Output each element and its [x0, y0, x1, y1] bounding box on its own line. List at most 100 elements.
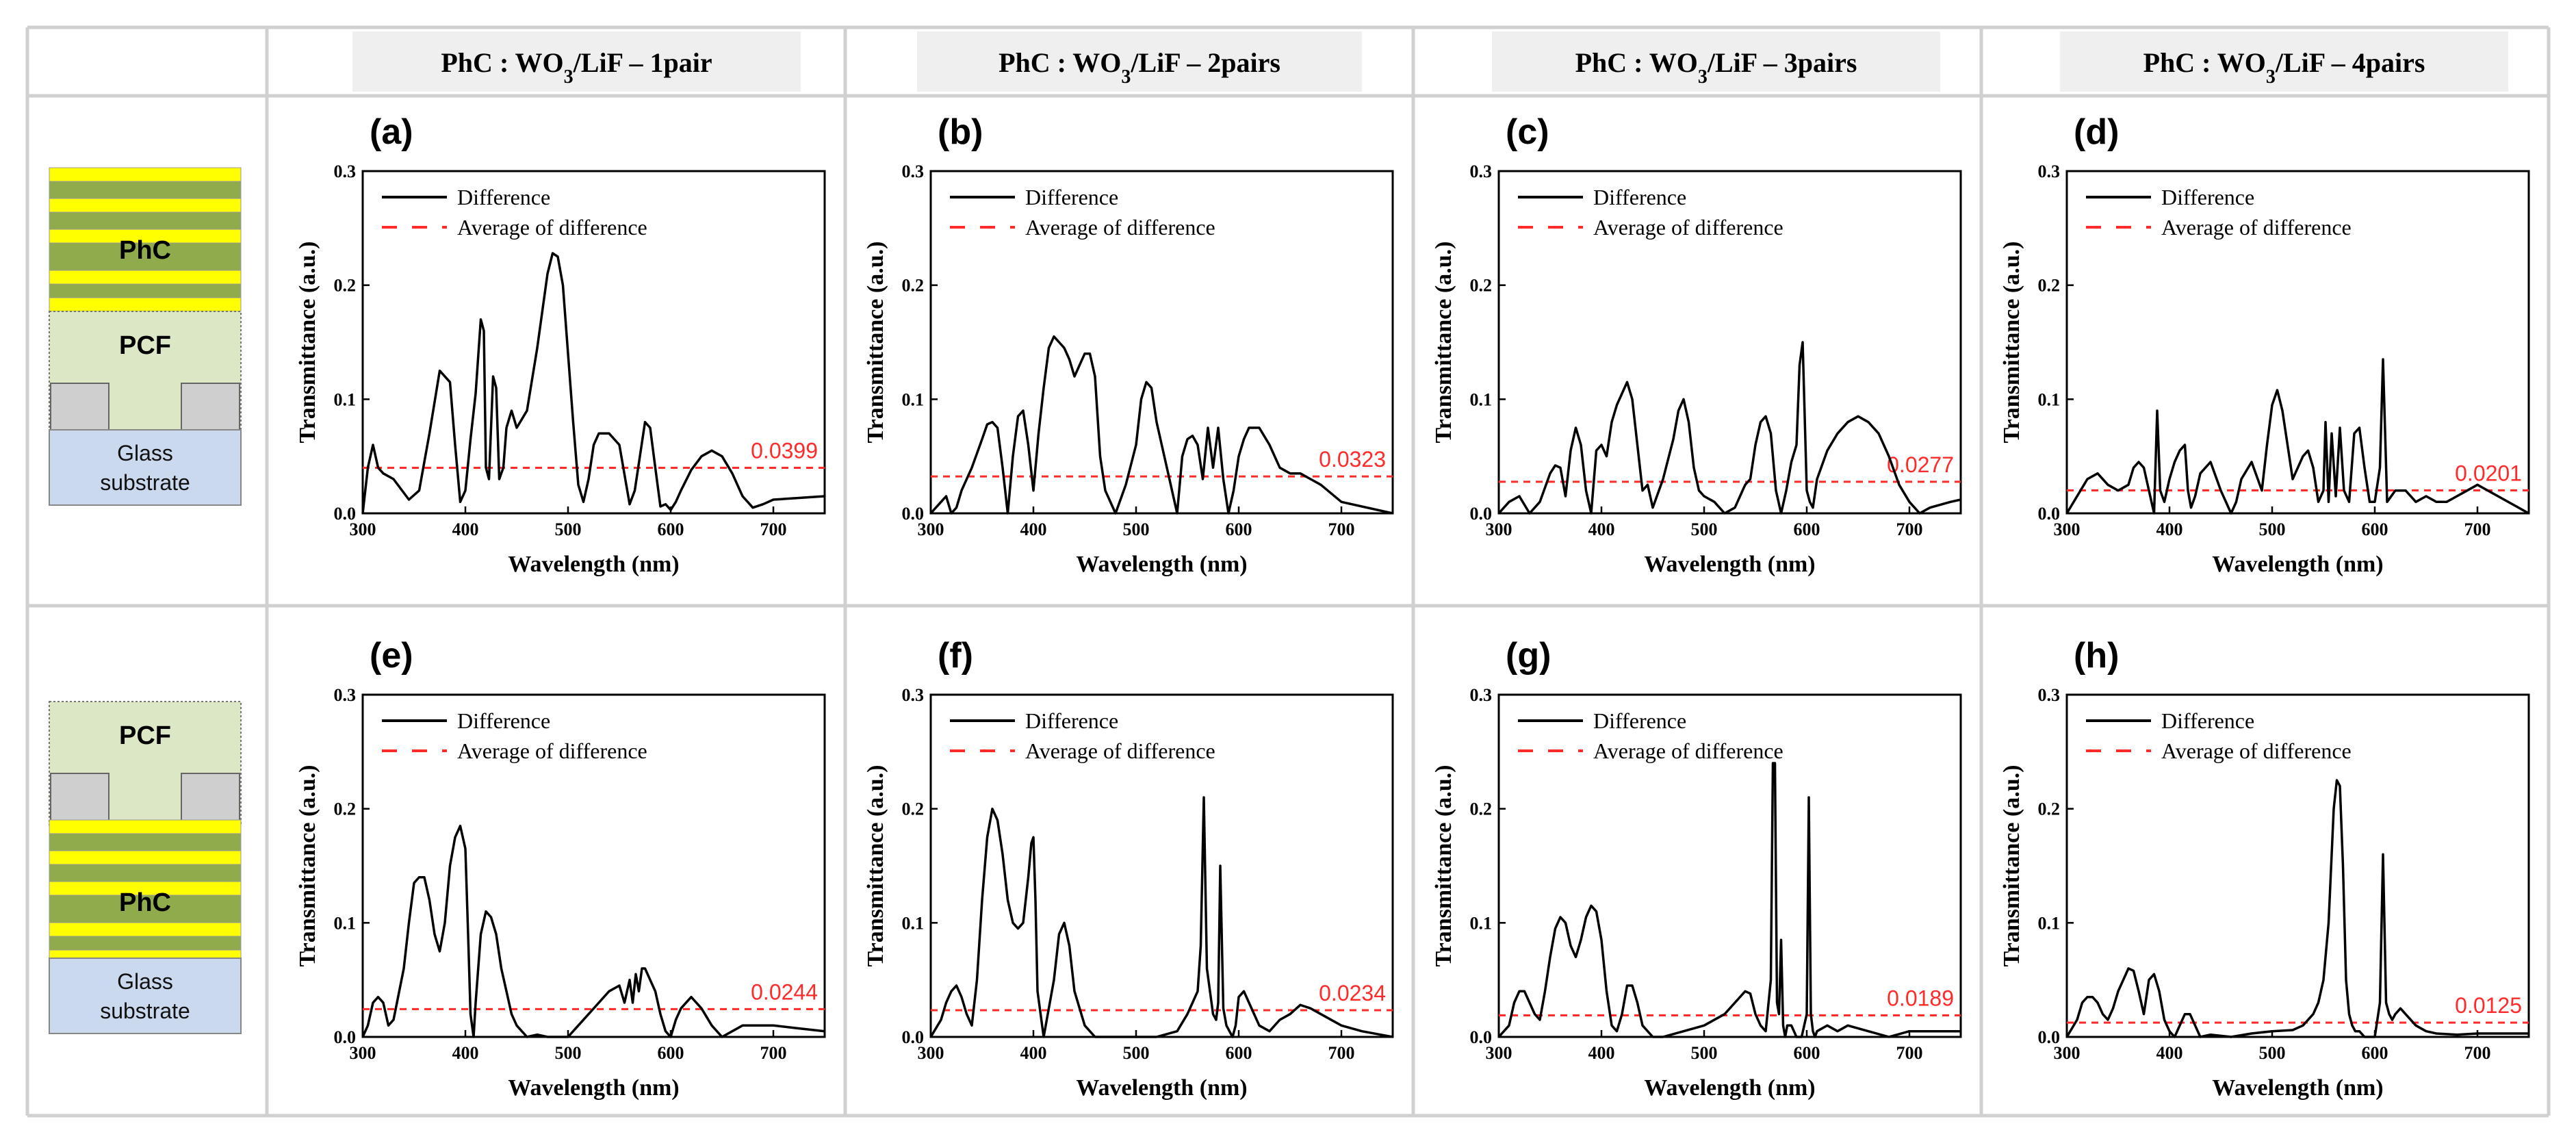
x-tick-label: 700 [1896, 1043, 1923, 1063]
phc-layer-green [49, 211, 242, 230]
chart-panel-3: (c) 300 400 500 600 700 0.0 0.1 0.2 0.3 Wavelength… [1431, 112, 1962, 577]
y-axis-label: Transmittance (a.u.) [863, 242, 888, 444]
x-tick-label: 700 [760, 1043, 787, 1063]
x-axis-label: Wavelength (nm) [508, 552, 679, 577]
phc-label: PhC [119, 236, 171, 265]
y-tick-label: 0.2 [902, 799, 925, 819]
x-tick-label: 400 [1020, 519, 1047, 539]
panel-label: (f) [938, 636, 973, 676]
y-tick-label: 0.2 [334, 799, 357, 819]
y-tick-label: 0.2 [1470, 799, 1493, 819]
phc-layer-green [49, 181, 242, 199]
legend-label-difference: Difference [1025, 185, 1118, 209]
difference-series-line [2065, 358, 2529, 515]
average-value-label: 0.0201 [2455, 461, 2522, 486]
x-tick-label: 300 [2054, 519, 2081, 539]
legend-label-difference: Difference [457, 708, 550, 733]
y-tick-label: 0.2 [2038, 276, 2061, 296]
y-tick-label: 0.0 [2038, 504, 2061, 524]
phc-layer-yellow [49, 850, 242, 865]
column-header-subscript: 3 [2266, 66, 2276, 88]
y-tick-label: 0.2 [334, 276, 357, 296]
column-header-prefix: PhC : WO [2143, 47, 2266, 78]
average-value-label: 0.0234 [1319, 981, 1386, 1005]
schematic-bottom: PCF PhC Glass substrate [49, 701, 242, 1034]
column-header-prefix: PhC : WO [1575, 47, 1698, 78]
column-header-subscript: 3 [1698, 66, 1708, 88]
y-axis-label: Transmittance (a.u.) [1999, 242, 2024, 444]
x-tick-label: 500 [555, 1043, 582, 1063]
x-tick-label: 600 [2362, 1043, 2388, 1063]
x-tick-label: 400 [1020, 1043, 1047, 1063]
plot-area-frame [1497, 170, 1962, 515]
y-tick-label: 0.0 [1470, 504, 1493, 524]
average-value-label: 0.0125 [2455, 993, 2522, 1018]
column-header-2: PhC : WO3/LiF – 2pairs [999, 47, 1280, 88]
phc-layer-green [49, 283, 242, 298]
legend-label-average: Average of difference [457, 215, 647, 240]
x-axis-label: Wavelength (nm) [2212, 1075, 2383, 1101]
y-tick-label: 0.0 [902, 1027, 925, 1047]
phc-layer-yellow [49, 922, 242, 937]
panel-label: (g) [1506, 636, 1551, 676]
x-tick-label: 700 [760, 519, 787, 539]
panel-label: (d) [2074, 112, 2119, 152]
average-value-label: 0.0277 [1887, 452, 1954, 477]
x-tick-label: 300 [1486, 519, 1512, 539]
y-tick-label: 0.3 [902, 685, 925, 705]
phc-layer-green [49, 895, 242, 923]
phc-label: PhC [119, 888, 171, 917]
schematic-top: PhC PCF Glass substrate [49, 167, 242, 506]
x-tick-label: 500 [1123, 519, 1150, 539]
average-value-label: 0.0399 [751, 439, 818, 463]
glass-label-line2: substrate [100, 470, 190, 495]
x-tick-label: 600 [1794, 1043, 1820, 1063]
legend-label-average: Average of difference [1025, 215, 1215, 240]
column-header-suffix: /LiF – 4pairs [2275, 47, 2425, 78]
phc-layer-yellow [49, 297, 242, 312]
x-axis-label: Wavelength (nm) [508, 1075, 679, 1101]
x-tick-label: 700 [1328, 519, 1355, 539]
phc-layer-green [49, 936, 242, 951]
panel-label: (b) [938, 112, 983, 152]
y-tick-label: 0.3 [2038, 162, 2061, 181]
chart-panel-8: (h) 300 400 500 600 700 0.0 0.1 0.2 0.3 Wavelength… [1999, 636, 2530, 1101]
glass-label-line2: substrate [100, 999, 190, 1023]
column-header-bg-4 [2060, 31, 2508, 92]
y-axis-label: Transmittance (a.u.) [295, 242, 320, 444]
y-axis-label: Transmittance (a.u.) [295, 765, 320, 967]
phc-layer-yellow [49, 270, 242, 285]
x-tick-label: 500 [2259, 519, 2286, 539]
legend-label-difference: Difference [2161, 708, 2254, 733]
y-tick-label: 0.0 [334, 1027, 357, 1047]
x-tick-label: 400 [452, 519, 479, 539]
average-value-label: 0.0244 [751, 979, 818, 1004]
y-axis-label: Transmittance (a.u.) [863, 765, 888, 967]
y-tick-label: 0.0 [1470, 1027, 1493, 1047]
x-axis-label: Wavelength (nm) [1076, 1075, 1247, 1101]
legend-label-difference: Difference [1593, 708, 1686, 733]
x-tick-label: 300 [2054, 1043, 2081, 1063]
phc-layer-yellow [49, 819, 242, 834]
x-tick-label: 400 [2156, 1043, 2183, 1063]
chart-panel-2: (b) 300 400 500 600 700 0.0 0.1 0.2 0.3 Wavelength… [863, 112, 1394, 577]
difference-series-line [1497, 341, 1961, 515]
difference-series-line [361, 824, 825, 1038]
x-axis-label: Wavelength (nm) [1644, 552, 1815, 577]
chart-panel-5: (e) 300 400 500 600 700 0.0 0.1 0.2 0.3 Wavelength… [295, 636, 826, 1101]
plot-area-frame [2065, 170, 2530, 515]
x-tick-label: 400 [452, 1043, 479, 1063]
column-header-suffix: /LiF – 2pairs [1130, 47, 1280, 78]
pcf-right-block [181, 383, 240, 432]
y-tick-label: 0.3 [2038, 685, 2061, 705]
x-tick-label: 600 [2362, 519, 2388, 539]
x-axis-label: Wavelength (nm) [1644, 1075, 1815, 1101]
y-tick-label: 0.1 [334, 389, 357, 409]
column-headers: PhC : WO3/LiF – 1pair PhC : WO3/LiF – 2pa… [352, 31, 2508, 92]
legend-label-average: Average of difference [1593, 739, 1783, 763]
phc-layer-green [49, 242, 242, 271]
y-axis-label: Transmittance (a.u.) [1431, 765, 1456, 967]
difference-series-line [361, 252, 825, 514]
plot-area-frame [929, 693, 1394, 1038]
